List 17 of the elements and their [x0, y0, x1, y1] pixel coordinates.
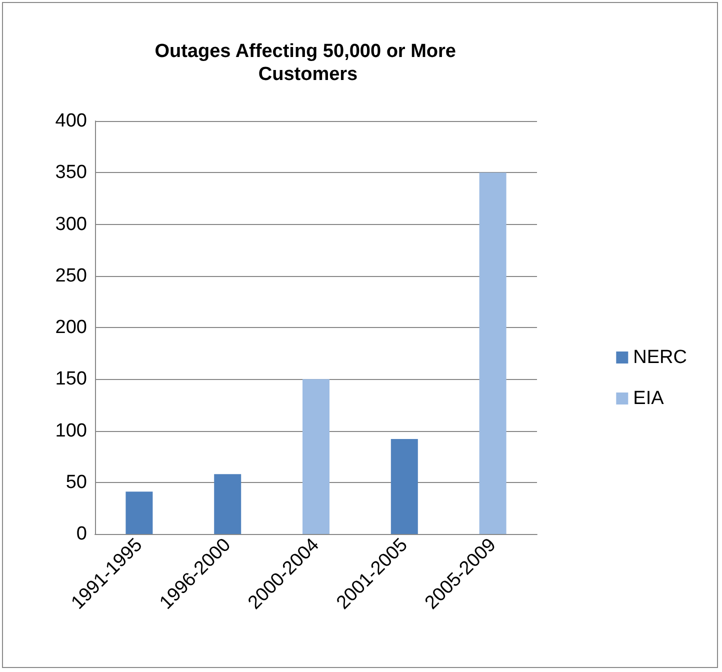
- bar: [479, 172, 506, 534]
- bar: [126, 492, 153, 534]
- y-tick-label: 350: [55, 162, 87, 184]
- chart-title: Outages Affecting 50,000 or More Customers: [154, 41, 462, 85]
- legend-label: EIA: [633, 388, 664, 409]
- y-tick-label: 200: [55, 317, 87, 338]
- y-tick-label: 0: [76, 524, 87, 544]
- y-tick-label: 50: [66, 472, 87, 493]
- y-tick-label: 250: [55, 265, 87, 286]
- y-tick-label: 400: [55, 110, 87, 132]
- bar: [390, 439, 418, 534]
- bar: [302, 379, 330, 534]
- y-tick-label: 100: [55, 420, 87, 442]
- y-tick-label: 300: [55, 214, 87, 235]
- y-tick-label: 150: [55, 368, 87, 390]
- legend-label: NERC: [633, 347, 688, 368]
- bar: [214, 474, 242, 534]
